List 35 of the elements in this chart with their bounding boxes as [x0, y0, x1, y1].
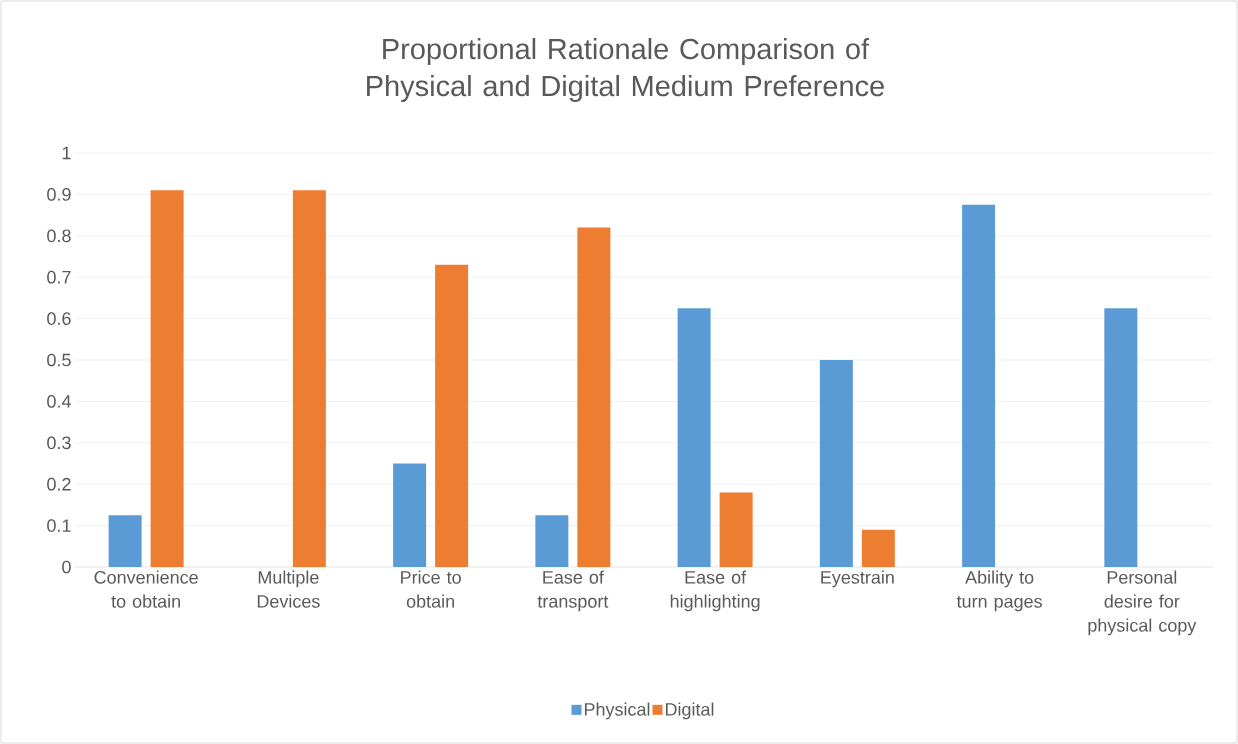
- x-tick-label: Ease of transport: [537, 570, 609, 612]
- y-tick-label: 0.1: [47, 519, 71, 532]
- x-tick-label: Ease of highlighting: [670, 570, 760, 612]
- x-tick-label: Personal desire for physical copy: [1088, 570, 1197, 636]
- legend-label: Physical: [584, 702, 650, 720]
- bar: [292, 190, 326, 567]
- y-tick-label: 0.9: [47, 188, 71, 201]
- bar: [435, 264, 469, 567]
- bar: [1104, 308, 1138, 567]
- y-tick-label: 0.5: [47, 353, 71, 367]
- x-tick-label: Ability to turn pages: [956, 570, 1042, 612]
- bar: [962, 204, 996, 567]
- y-tick-label: 0.6: [47, 312, 71, 325]
- bar: [393, 463, 427, 567]
- y-tick-label: 0.7: [47, 270, 71, 284]
- chart-title: Proportional Rationale Comparison of Physical and Digital Medium Preference: [367, 37, 884, 102]
- y-tick-label: 0.3: [47, 436, 71, 450]
- y-tick-label: 1: [62, 146, 71, 160]
- x-tick-label: Price to obtain: [401, 570, 461, 608]
- y-tick-label: 0.4: [47, 395, 71, 408]
- bar: [150, 190, 184, 567]
- y-tick-label: 0.2: [47, 477, 71, 491]
- y-tick-label: 0.8: [47, 229, 71, 243]
- x-tick-label: Convenience to obtain: [94, 570, 198, 608]
- x-tick-label: Multiple Devices: [257, 570, 320, 608]
- bar: [577, 227, 611, 567]
- bar: [108, 515, 142, 567]
- legend-label: Digital: [665, 702, 714, 720]
- bar: [819, 360, 853, 567]
- x-tick-label: Eyestrain: [821, 570, 894, 588]
- y-tick-label: 0: [62, 560, 71, 574]
- bar: [677, 308, 711, 567]
- bar: [719, 492, 753, 567]
- bar: [861, 529, 895, 567]
- bar: [535, 515, 569, 567]
